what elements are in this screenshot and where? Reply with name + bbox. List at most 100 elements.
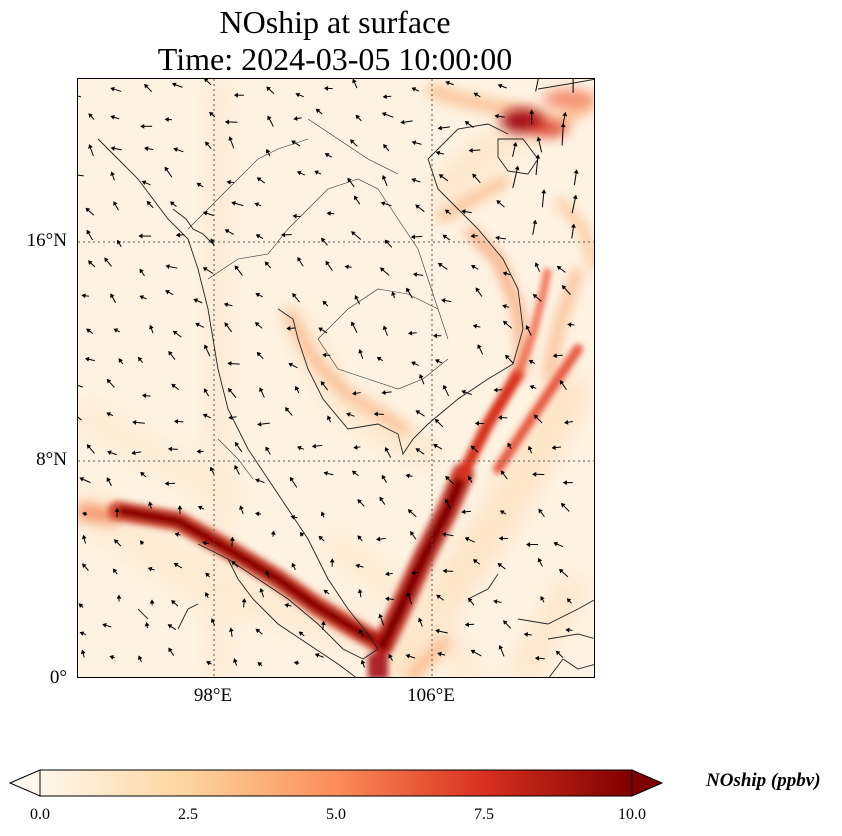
wind-arrow-head xyxy=(357,499,362,504)
wind-arrow-head xyxy=(168,350,173,356)
wind-arrow-head xyxy=(228,136,234,141)
wind-arrow-head xyxy=(224,229,230,234)
wind-arrow-head xyxy=(231,560,237,566)
wind-arrow-head xyxy=(388,653,393,659)
wind-arrow-shaft xyxy=(78,95,82,98)
wind-arrow-head xyxy=(323,471,328,476)
wind-arrow-head xyxy=(132,419,137,425)
wind-arrow-head xyxy=(320,381,326,386)
wind-arrow-head xyxy=(433,443,438,449)
wind-arrow-head xyxy=(411,570,416,576)
wind-arrow-head xyxy=(137,655,143,661)
wind-arrow-head xyxy=(265,570,270,575)
wind-arrow-head xyxy=(567,322,572,328)
colorbar-extend-min xyxy=(8,769,41,797)
wind-arrow-head xyxy=(113,328,119,333)
wind-arrow-head xyxy=(411,177,416,183)
wind-arrow-head xyxy=(346,412,351,417)
wind-arrow-head xyxy=(81,293,86,299)
wind-arrow-shaft xyxy=(512,166,519,188)
wind-arrow-head xyxy=(320,511,326,517)
wind-arrow-head xyxy=(470,445,476,451)
lon-label-106e: 106°E xyxy=(407,685,455,706)
wind-arrow-head xyxy=(355,563,360,569)
wind-arrow-head xyxy=(167,446,173,452)
wind-arrow-head xyxy=(468,147,473,153)
wind-arrow-head xyxy=(116,594,122,599)
wind-arrow-head xyxy=(289,476,295,482)
wind-arrow-head xyxy=(445,475,450,481)
wind-arrow-head xyxy=(177,505,183,510)
lon-label-98e: 98°E xyxy=(193,685,233,706)
wind-arrow-head xyxy=(224,119,230,125)
colorbar-tick-3: 7.5 xyxy=(474,806,494,823)
wind-arrow-shaft xyxy=(535,155,539,176)
wind-arrow-head xyxy=(321,237,326,243)
wind-arrow-head xyxy=(165,264,170,269)
wind-arrow-head xyxy=(555,650,561,656)
wind-arrow-head xyxy=(473,92,479,97)
wind-arrow-head xyxy=(290,514,295,520)
wind-arrow-head xyxy=(233,658,238,663)
wind-arrow-head xyxy=(110,171,115,177)
wind-arrow-head xyxy=(381,175,387,180)
wind-arrow-head xyxy=(165,290,170,295)
wind-arrow-head xyxy=(173,563,179,568)
wind-arrow-head xyxy=(228,627,234,632)
wind-arrow-head xyxy=(493,599,498,604)
wind-arrow-head xyxy=(326,211,331,216)
wind-arrow-head xyxy=(298,631,304,636)
wind-arrow-head xyxy=(117,239,122,245)
shipping-lanes-strong xyxy=(108,268,583,677)
colorbar-tick-0: 0.0 xyxy=(30,806,50,823)
wind-arrow-head xyxy=(472,173,477,179)
wind-arrow-head xyxy=(265,148,271,154)
wind-arrow-head xyxy=(464,537,470,542)
wind-arrow-head xyxy=(203,344,209,350)
wind-arrow-head xyxy=(229,536,235,541)
wind-arrow-head xyxy=(534,655,540,661)
wind-arrow-head xyxy=(385,571,390,577)
wind-arrow-head xyxy=(266,86,271,92)
wind-arrow-head xyxy=(228,414,233,420)
colorbar-label: NOship (ppbv) xyxy=(706,770,821,791)
wind-arrow-head xyxy=(441,532,447,537)
wind-arrow-head xyxy=(314,653,320,658)
wind-arrow-head xyxy=(527,445,533,451)
wind-arrow-head xyxy=(559,568,564,574)
wind-arrow-head xyxy=(110,115,115,120)
wind-arrow-head xyxy=(379,496,384,502)
wind-arrow-head xyxy=(141,180,147,185)
wind-arrow-head xyxy=(324,153,330,158)
wind-arrow-head xyxy=(292,292,297,298)
wind-arrow-head xyxy=(113,201,118,206)
wind-arrow-head xyxy=(209,111,214,117)
wind-arrow-head xyxy=(358,349,363,354)
wind-arrow-head xyxy=(514,165,520,171)
wind-arrow-head xyxy=(355,114,361,120)
wind-arrow-head xyxy=(528,359,534,365)
wind-arrow-head xyxy=(411,361,416,366)
wind-arrow-head xyxy=(434,359,440,364)
wind-arrow-head xyxy=(172,330,178,336)
wind-arrow-head xyxy=(195,322,200,328)
wind-arrow-head xyxy=(209,466,215,472)
wind-arrow-head xyxy=(299,531,305,537)
wind-arrow-head xyxy=(210,238,215,243)
wind-arrow-head xyxy=(234,265,239,270)
wind-arrow-head xyxy=(407,509,413,514)
wind-arrow-head xyxy=(383,143,388,149)
wind-arrow-head xyxy=(265,446,270,452)
wind-arrow-head xyxy=(533,414,539,420)
colorbar xyxy=(8,769,664,797)
wind-arrow-head xyxy=(445,80,450,86)
wind-arrow-head xyxy=(382,94,387,100)
lat-label-16n: 16°N xyxy=(26,230,67,251)
lat-label-8n: 8°N xyxy=(36,449,67,470)
colorbar-tick-2: 5.0 xyxy=(326,806,346,823)
wind-arrow-head xyxy=(437,651,442,657)
wind-arrow-head xyxy=(318,535,324,541)
wind-arrow-head xyxy=(270,530,276,535)
wind-arrow-head xyxy=(109,655,114,660)
wind-arrow-head xyxy=(297,256,302,262)
